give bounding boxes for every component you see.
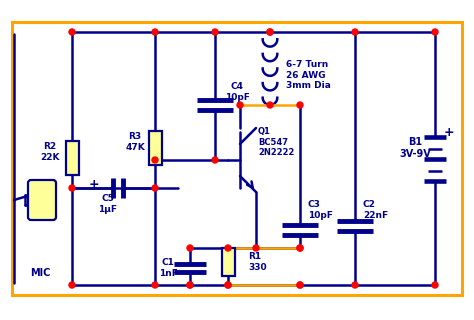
Circle shape — [225, 245, 231, 251]
Circle shape — [152, 29, 158, 35]
Circle shape — [69, 185, 75, 191]
Circle shape — [212, 157, 218, 163]
Circle shape — [267, 102, 273, 108]
Circle shape — [152, 157, 158, 163]
Circle shape — [187, 245, 193, 251]
Bar — [65, 141, 79, 175]
Text: C3
10pF: C3 10pF — [308, 200, 333, 220]
Bar — [148, 131, 162, 165]
Text: C2
22nF: C2 22nF — [363, 200, 388, 220]
Circle shape — [237, 102, 243, 108]
Circle shape — [187, 282, 193, 288]
Text: 6-7 Turn
26 AWG
3mm Dia: 6-7 Turn 26 AWG 3mm Dia — [286, 60, 331, 90]
Circle shape — [432, 282, 438, 288]
Circle shape — [187, 282, 193, 288]
Circle shape — [225, 282, 231, 288]
Circle shape — [225, 282, 231, 288]
Text: MIC: MIC — [30, 268, 50, 278]
Text: R3
47K: R3 47K — [125, 132, 145, 152]
Circle shape — [253, 245, 259, 251]
Circle shape — [297, 245, 303, 251]
Circle shape — [267, 29, 273, 35]
Circle shape — [212, 29, 218, 35]
Text: R1
330: R1 330 — [248, 252, 266, 272]
Circle shape — [352, 282, 358, 288]
Text: Q1
BC547
2N2222: Q1 BC547 2N2222 — [258, 127, 294, 157]
FancyBboxPatch shape — [28, 180, 56, 220]
Bar — [221, 248, 235, 276]
Circle shape — [152, 185, 158, 191]
Circle shape — [352, 29, 358, 35]
Circle shape — [267, 29, 273, 35]
Text: B1
3V-9V: B1 3V-9V — [399, 137, 431, 159]
Text: +: + — [89, 178, 100, 190]
Circle shape — [69, 29, 75, 35]
Circle shape — [297, 245, 303, 251]
Circle shape — [432, 29, 438, 35]
Text: C5
1μF: C5 1μF — [99, 194, 118, 214]
Circle shape — [69, 282, 75, 288]
Circle shape — [297, 102, 303, 108]
Text: R2
22K: R2 22K — [40, 142, 60, 162]
Circle shape — [152, 282, 158, 288]
Circle shape — [297, 282, 303, 288]
Circle shape — [297, 282, 303, 288]
Text: +: + — [444, 125, 454, 139]
Text: C1
1nF: C1 1nF — [159, 258, 177, 278]
Text: C4
10pF: C4 10pF — [225, 82, 249, 102]
Bar — [12, 22, 462, 295]
